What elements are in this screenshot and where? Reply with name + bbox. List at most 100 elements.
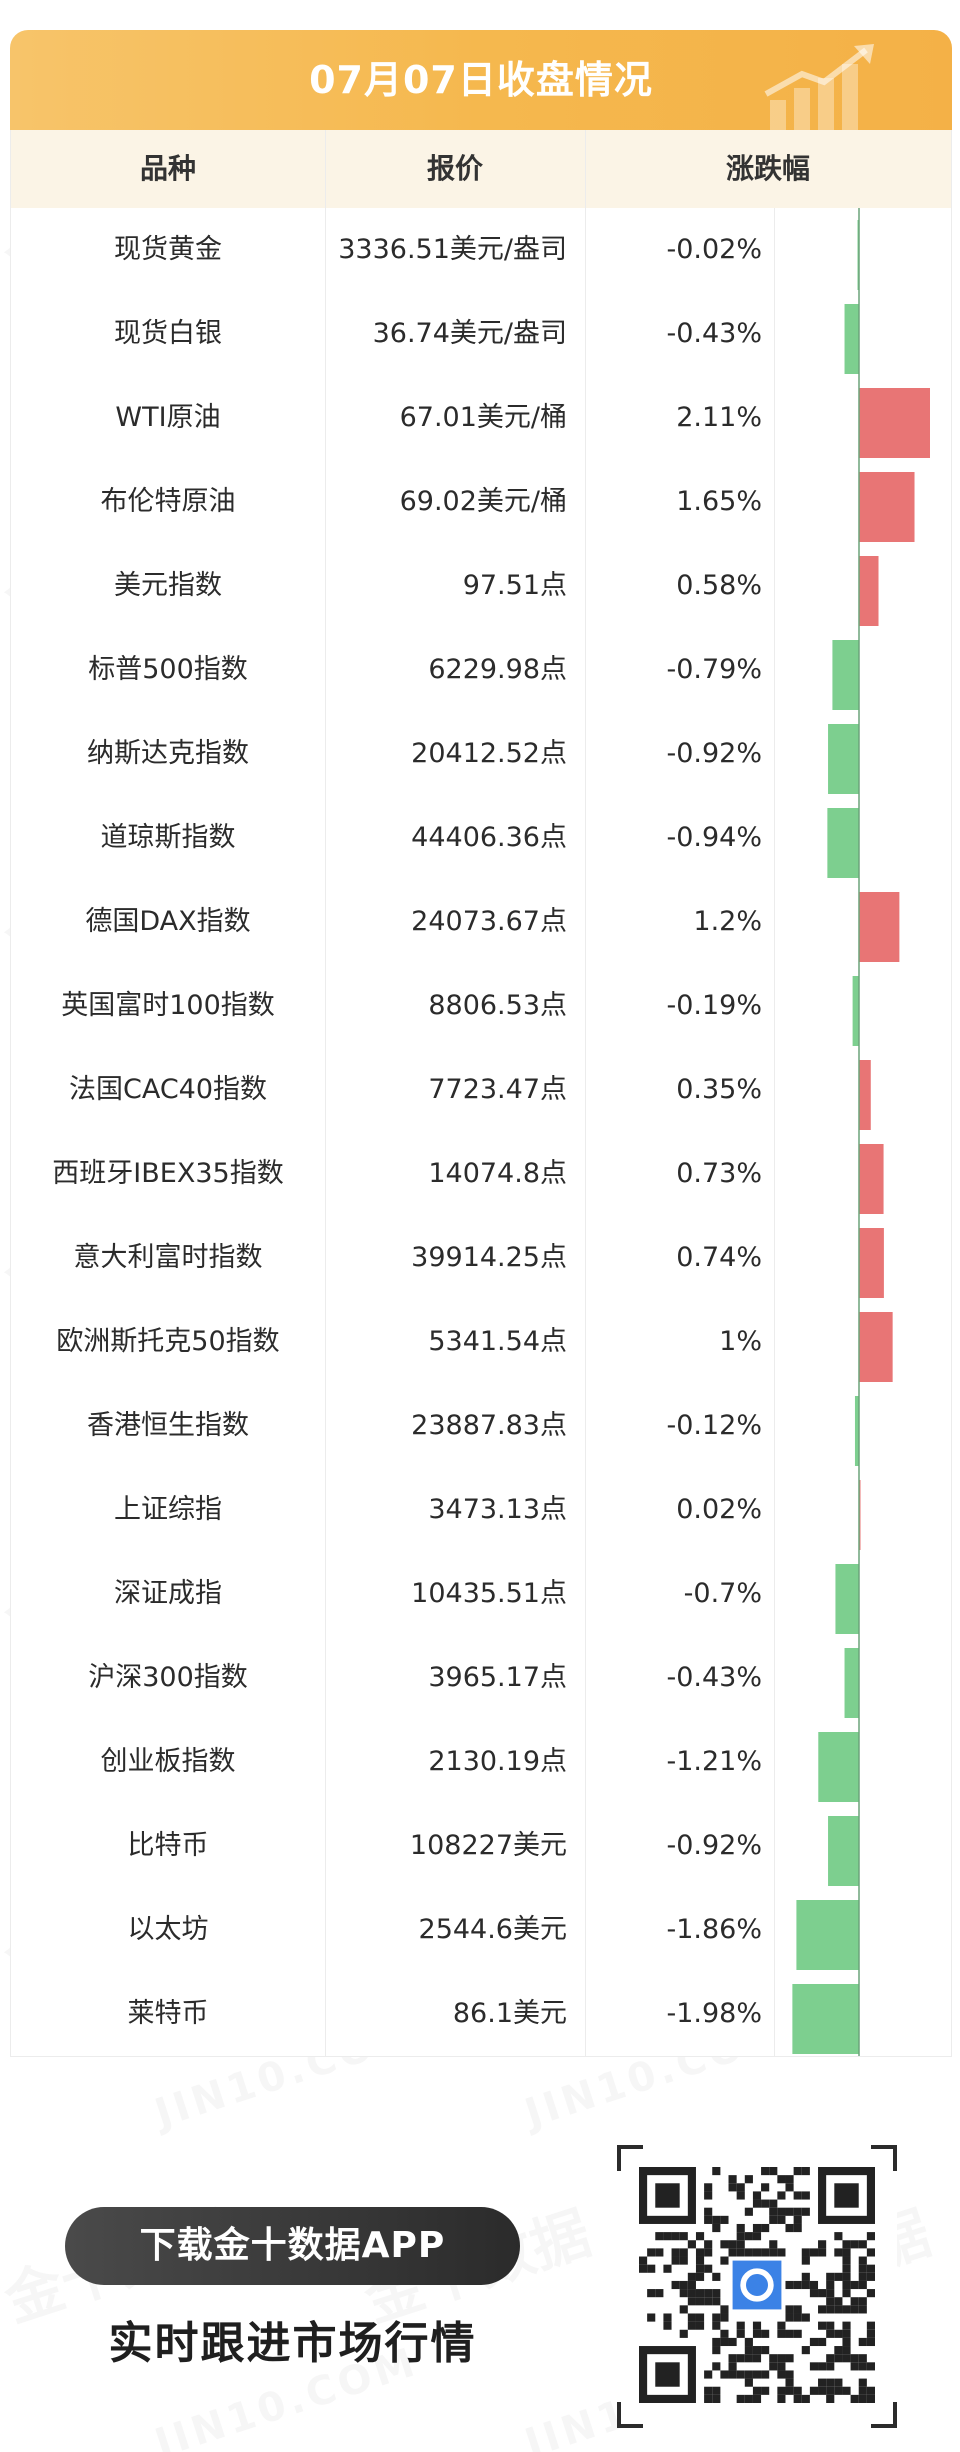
row-name: 标普500指数 xyxy=(88,654,248,685)
table-row: 以太坊 2544.6美元 -1.86% xyxy=(11,1888,951,1972)
table-row: 香港恒生指数 23887.83点 -0.12% xyxy=(11,1384,951,1468)
row-name: 上证综指 xyxy=(114,1494,222,1525)
row-name: 纳斯达克指数 xyxy=(87,738,249,769)
row-name: 现货黄金 xyxy=(114,234,222,265)
page-title: 07月07日收盘情况 xyxy=(309,58,653,102)
row-change: -0.12% xyxy=(666,1410,762,1441)
table-row: 现货黄金 3336.51美元/盎司 -0.02% xyxy=(11,208,951,292)
row-change: -0.43% xyxy=(666,1662,762,1693)
change-bar xyxy=(792,1984,859,2054)
table-row: 深证成指 10435.51点 -0.7% xyxy=(11,1552,951,1636)
table-row: 上证综指 3473.13点 0.02% xyxy=(11,1468,951,1552)
tagline: 实时跟进市场行情 xyxy=(108,2318,477,2369)
change-bar xyxy=(832,640,859,710)
row-price: 86.1美元 xyxy=(452,1998,567,2029)
row-change: -0.92% xyxy=(666,738,762,769)
table-row: 创业板指数 2130.19点 -1.21% xyxy=(11,1720,951,1804)
table-row: 布伦特原油 69.02美元/桶 1.65% xyxy=(11,460,951,544)
table-row: 道琼斯指数 44406.36点 -0.94% xyxy=(11,796,951,880)
row-price: 67.01美元/桶 xyxy=(399,402,567,433)
row-name: 意大利富时指数 xyxy=(73,1242,263,1273)
change-bar xyxy=(859,1312,893,1382)
table-row: 纳斯达克指数 20412.52点 -0.92% xyxy=(11,712,951,796)
change-bar xyxy=(859,1228,884,1298)
row-name: 创业板指数 xyxy=(100,1746,236,1777)
change-bar xyxy=(854,1396,859,1466)
row-price: 5341.54点 xyxy=(428,1326,567,1357)
column-header-change: 涨跌幅 xyxy=(725,152,810,185)
row-name: 香港恒生指数 xyxy=(87,1410,249,1441)
change-bar xyxy=(844,1648,859,1718)
footer: 下载金十数据APP 实时跟进市场行情 xyxy=(0,2057,960,2452)
row-name: 沪深300指数 xyxy=(88,1662,248,1693)
change-bar xyxy=(859,388,930,458)
change-bar-chart xyxy=(792,208,930,2056)
change-bar xyxy=(796,1900,859,1970)
column-header-price: 报价 xyxy=(426,152,483,185)
row-price: 24073.67点 xyxy=(411,906,567,937)
table-row: 欧洲斯托克50指数 5341.54点 1% xyxy=(11,1300,951,1384)
change-bar xyxy=(818,1732,859,1802)
row-name: 深证成指 xyxy=(114,1578,222,1609)
row-change: 1.2% xyxy=(693,906,762,937)
table-row: 现货白银 36.74美元/盎司 -0.43% xyxy=(11,292,951,376)
qr-code-pattern xyxy=(639,2167,875,2403)
qr-corner xyxy=(871,2145,897,2171)
row-change: -1.98% xyxy=(666,1998,762,2029)
download-app-button[interactable]: 下载金十数据APP xyxy=(65,2207,520,2285)
row-change: -0.19% xyxy=(666,990,762,1021)
change-bar xyxy=(828,724,859,794)
qr-corner xyxy=(617,2402,643,2428)
row-name: 欧洲斯托克50指数 xyxy=(56,1326,280,1357)
column-divider xyxy=(774,208,775,2057)
change-bar xyxy=(859,1060,871,1130)
change-bar xyxy=(852,976,859,1046)
row-price: 10435.51点 xyxy=(411,1578,567,1609)
row-change: -0.02% xyxy=(666,234,762,265)
row-price: 2544.6美元 xyxy=(418,1914,567,1945)
row-change: -0.92% xyxy=(666,1830,762,1861)
row-name: 以太坊 xyxy=(127,1914,209,1945)
row-change: -1.86% xyxy=(666,1914,762,1945)
table-row: 西班牙IBEX35指数 14074.8点 0.73% xyxy=(11,1132,951,1216)
table-row: 德国DAX指数 24073.67点 1.2% xyxy=(11,880,951,964)
jin10-logo-icon xyxy=(740,2268,774,2302)
change-bar xyxy=(859,556,879,626)
market-table: 品种 报价 涨跌幅 现货黄金 3336.51美元/盎司 -0.02% 现货白银 36.7… xyxy=(10,130,952,2057)
row-name: 英国富时100指数 xyxy=(61,990,275,1021)
row-price: 3965.17点 xyxy=(428,1662,567,1693)
change-bar xyxy=(859,472,915,542)
row-price: 36.74美元/盎司 xyxy=(372,318,567,349)
change-bar xyxy=(844,304,859,374)
table-row: 英国富时100指数 8806.53点 -0.19% xyxy=(11,964,951,1048)
table-row: 标普500指数 6229.98点 -0.79% xyxy=(11,628,951,712)
row-price: 6229.98点 xyxy=(428,654,567,685)
row-price: 8806.53点 xyxy=(428,990,567,1021)
row-price: 7723.47点 xyxy=(428,1074,567,1105)
column-divider xyxy=(325,130,326,2057)
row-name: 现货白银 xyxy=(114,318,222,349)
row-price: 2130.19点 xyxy=(428,1746,567,1777)
change-bar xyxy=(859,892,900,962)
row-change: 2.11% xyxy=(676,402,762,433)
table-row: 沪深300指数 3965.17点 -0.43% xyxy=(11,1636,951,1720)
row-change: 1% xyxy=(719,1326,762,1357)
table-row: 比特币 108227美元 -0.92% xyxy=(11,1804,951,1888)
qr-code[interactable] xyxy=(617,2145,897,2428)
row-price: 23887.83点 xyxy=(411,1410,567,1441)
change-bar xyxy=(859,1144,884,1214)
row-price: 108227美元 xyxy=(409,1830,567,1861)
row-name: 布伦特原油 xyxy=(100,486,236,517)
change-bar xyxy=(827,808,859,878)
row-change: -0.79% xyxy=(666,654,762,685)
row-name: 道琼斯指数 xyxy=(100,822,236,853)
table-row: 法国CAC40指数 7723.47点 0.35% xyxy=(11,1048,951,1132)
row-price: 3336.51美元/盎司 xyxy=(338,234,567,265)
table-row: WTI原油 67.01美元/桶 2.11% xyxy=(11,376,951,460)
row-price: 44406.36点 xyxy=(411,822,567,853)
row-name: 德国DAX指数 xyxy=(85,906,251,937)
row-price: 39914.25点 xyxy=(411,1242,567,1273)
row-price: 3473.13点 xyxy=(428,1494,567,1525)
row-change: -0.7% xyxy=(683,1578,762,1609)
row-name: WTI原油 xyxy=(115,402,221,433)
